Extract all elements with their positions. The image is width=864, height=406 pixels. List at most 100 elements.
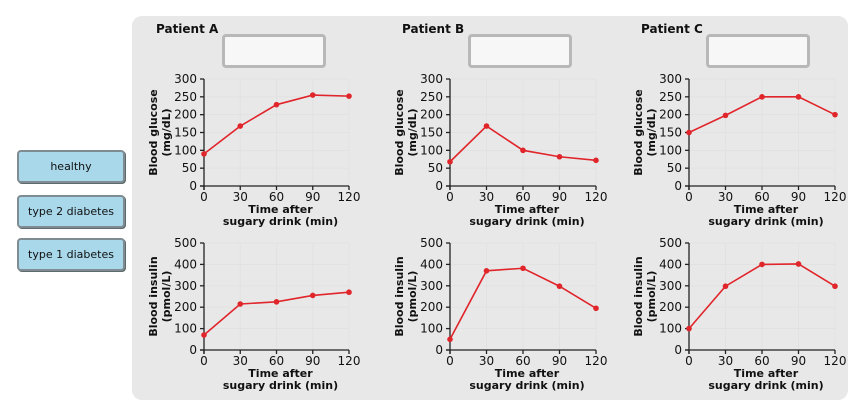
option-type-2-diabetes-button[interactable]: type 2 diabetes bbox=[17, 195, 125, 228]
chart-3-data-point bbox=[759, 94, 765, 100]
patient-a-drop-zone[interactable] bbox=[222, 34, 326, 68]
chart-3-ytick-label: 250 bbox=[659, 90, 682, 104]
chart-3-data-point bbox=[686, 129, 692, 136]
chart-2-xtick-label: 0 bbox=[446, 190, 454, 204]
chart-4-ylabel: Blood insulin bbox=[147, 256, 160, 336]
chart-4-ylabel: (pmol/L) bbox=[160, 271, 173, 323]
chart-6-ylabel: Blood insulin bbox=[632, 256, 645, 336]
chart-5-data-point bbox=[520, 265, 526, 272]
chart-4-data-point bbox=[201, 332, 207, 338]
chart-1-ytick-label: 0 bbox=[189, 179, 197, 193]
chart-1-xtick-label: 120 bbox=[338, 190, 361, 204]
chart-4-data-point bbox=[237, 301, 244, 307]
chart-5-ytick-label: 300 bbox=[420, 279, 443, 293]
chart-1-ytick-label: 300 bbox=[174, 72, 197, 86]
chart-2-xtick-label: 120 bbox=[585, 190, 608, 204]
chart-6-data-point bbox=[722, 283, 729, 290]
chart-3-xtick-label: 120 bbox=[824, 190, 847, 204]
chart-6-data-point bbox=[795, 261, 802, 267]
chart-6-xtick-label: 0 bbox=[685, 354, 693, 368]
chart-2-ytick-label: 50 bbox=[428, 161, 443, 175]
chart-2-ytick-label: 100 bbox=[420, 143, 443, 157]
option-type-1-diabetes-button[interactable]: type 1 diabetes bbox=[17, 238, 125, 271]
chart-2-ytick-label: 0 bbox=[435, 179, 443, 193]
chart-5-ytick-label: 200 bbox=[420, 300, 443, 314]
chart-4-data-point bbox=[309, 292, 316, 299]
chart-4-ytick-label: 400 bbox=[174, 257, 197, 271]
chart-5-data-point bbox=[483, 268, 490, 274]
chart-6-ytick-label: 400 bbox=[659, 257, 682, 271]
chart-1-ytick-label: 200 bbox=[174, 108, 197, 122]
chart-1-data-point bbox=[273, 101, 280, 108]
chart-2-xtick-label: 30 bbox=[479, 190, 494, 204]
chart-6-data-point bbox=[832, 283, 838, 290]
chart-2-xtick-label: 60 bbox=[515, 190, 530, 204]
chart-6-ytick-label: 200 bbox=[659, 300, 682, 314]
chart-2-data-point bbox=[520, 147, 526, 154]
chart-4-ytick-label: 100 bbox=[174, 322, 197, 336]
chart-3-xlabel: Time after bbox=[734, 203, 799, 216]
chart-6-xlabel: sugary drink (min) bbox=[708, 379, 823, 392]
chart-2-ytick-label: 300 bbox=[420, 72, 443, 86]
chart-6-xtick-label: 60 bbox=[754, 354, 769, 368]
chart-3-xtick-label: 60 bbox=[754, 190, 769, 204]
chart-6-data-point bbox=[686, 325, 692, 332]
chart-4-xlabel: sugary drink (min) bbox=[223, 379, 338, 392]
chart-4-data-point bbox=[273, 299, 280, 305]
chart-4-data-point bbox=[346, 289, 352, 296]
chart-1-xtick-label: 30 bbox=[233, 190, 248, 204]
chart-1-xtick-label: 60 bbox=[269, 190, 284, 204]
chart-1-data-point bbox=[201, 151, 207, 157]
chart-4-ytick-label: 0 bbox=[189, 343, 197, 357]
chart-4-ytick-label: 500 bbox=[174, 236, 197, 250]
chart-6-xlabel: Time after bbox=[734, 367, 799, 380]
chart-1-data-point bbox=[309, 92, 316, 98]
chart-6-xtick-label: 30 bbox=[718, 354, 733, 368]
chart-3-ytick-label: 50 bbox=[667, 161, 682, 175]
chart-5-ytick-label: 500 bbox=[420, 236, 443, 250]
chart-5-data-point bbox=[593, 305, 599, 312]
chart-4-xlabel: Time after bbox=[248, 367, 313, 380]
chart-3-ytick-label: 100 bbox=[659, 143, 682, 157]
chart-1-xtick-label: 0 bbox=[200, 190, 208, 204]
patient-a-title: Patient A bbox=[156, 22, 219, 36]
chart-1-data-point bbox=[346, 93, 352, 99]
chart-3-data-point bbox=[722, 112, 729, 119]
chart-2-data-point bbox=[483, 123, 490, 129]
chart-5-xtick-label: 90 bbox=[552, 354, 567, 368]
chart-5-ylabel: (pmol/L) bbox=[406, 271, 419, 323]
chart-1-ytick-label: 100 bbox=[174, 143, 197, 157]
chart-5-xtick-label: 30 bbox=[479, 354, 494, 368]
chart-2-xlabel: sugary drink (min) bbox=[469, 215, 584, 228]
chart-5-ylabel: Blood insulin bbox=[393, 256, 406, 336]
chart-1-ytick-label: 250 bbox=[174, 90, 197, 104]
chart-2-data-point bbox=[593, 157, 599, 164]
chart-6-data-point bbox=[759, 261, 765, 268]
chart-2-data-point bbox=[556, 153, 563, 160]
chart-3-xlabel: sugary drink (min) bbox=[708, 215, 823, 228]
chart-1-ylabel: Blood glucose bbox=[147, 89, 160, 176]
chart-4-ytick-label: 200 bbox=[174, 300, 197, 314]
chart-2-ylabel: (mg/dL) bbox=[406, 108, 419, 156]
chart-4-ytick-label: 300 bbox=[174, 279, 197, 293]
chart-2-xlabel: Time after bbox=[495, 203, 560, 216]
chart-3-ytick-label: 150 bbox=[659, 126, 682, 140]
chart-5-data-point bbox=[556, 283, 563, 290]
chart-3-ylabel: Blood glucose bbox=[632, 89, 645, 176]
chart-2-ytick-label: 150 bbox=[420, 126, 443, 140]
chart-5-xtick-label: 0 bbox=[446, 354, 454, 368]
chart-6-ylabel: (pmol/L) bbox=[645, 271, 658, 323]
chart-5-ytick-label: 100 bbox=[420, 322, 443, 336]
patient-b-drop-zone[interactable] bbox=[468, 34, 572, 68]
chart-1-xlabel: Time after bbox=[248, 203, 313, 216]
chart-4-xtick-label: 90 bbox=[305, 354, 320, 368]
chart-3-ytick-label: 300 bbox=[659, 72, 682, 86]
chart-4-xtick-label: 120 bbox=[338, 354, 361, 368]
option-healthy-button[interactable]: healthy bbox=[17, 150, 125, 183]
chart-1-ytick-label: 50 bbox=[182, 161, 197, 175]
patient-c-drop-zone[interactable] bbox=[706, 34, 810, 68]
chart-2-data-point bbox=[447, 158, 453, 165]
chart-3-ytick-label: 200 bbox=[659, 108, 682, 122]
chart-2-ytick-label: 250 bbox=[420, 90, 443, 104]
